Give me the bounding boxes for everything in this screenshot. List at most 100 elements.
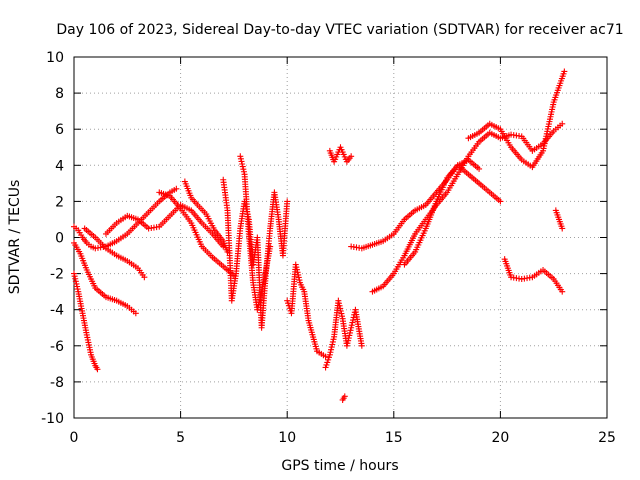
y-tick-label: -6 (50, 339, 64, 355)
y-tick-label: -2 (50, 267, 64, 283)
series-trace-17 (465, 68, 568, 171)
data-point (74, 286, 81, 293)
data-point (73, 280, 80, 287)
y-tick-label: 0 (55, 231, 64, 247)
series-trace-16 (401, 162, 504, 268)
y-tick-labels: -10 -8 -6 -4 -2 0 2 4 6 8 10 (41, 50, 64, 427)
data-point (335, 300, 342, 307)
data-point (292, 261, 299, 268)
data-point (295, 274, 302, 281)
data-point (345, 335, 352, 342)
chart-title: Day 106 of 2023, Sidereal Day-to-day VTE… (56, 22, 623, 38)
series-trace-9 (237, 153, 274, 313)
series-trace-10 (284, 261, 329, 360)
data-point (257, 293, 264, 300)
data-point (497, 198, 504, 205)
data-point (74, 283, 81, 290)
data-point (337, 307, 344, 314)
data-point (337, 305, 344, 312)
plot-frame (73, 56, 608, 419)
data-point (295, 271, 302, 278)
data-point (343, 342, 350, 349)
x-axis-label: GPS time / hours (281, 458, 398, 474)
y-tick-label: -8 (50, 375, 64, 391)
data-point (330, 336, 337, 343)
data-point (294, 269, 301, 276)
axis-ticks (73, 56, 608, 419)
data-point (348, 324, 355, 331)
data-point (254, 306, 261, 313)
x-tick-label: 15 (385, 430, 403, 446)
series-trace-7 (181, 178, 231, 255)
data-point (336, 302, 343, 309)
x-tick-labels: 0 5 10 15 20 25 (70, 430, 616, 446)
data-point (267, 243, 274, 250)
data-point (72, 278, 79, 285)
data-point (561, 68, 568, 75)
data-point (559, 288, 566, 295)
x-tick-label: 25 (598, 430, 616, 446)
y-tick-label: 6 (55, 122, 64, 138)
y-tick-label: 8 (55, 86, 64, 102)
data-point (322, 353, 329, 360)
data-point (339, 313, 346, 320)
data-point (237, 153, 244, 160)
data-point (559, 120, 566, 127)
data-point (72, 275, 79, 282)
data-point (345, 337, 352, 344)
series-trace-5 (102, 202, 227, 250)
series-trace-11 (322, 297, 365, 371)
data-point (346, 329, 353, 336)
data-point (328, 346, 335, 353)
data-point (238, 158, 245, 165)
data-point (349, 319, 356, 326)
series-trace-19 (552, 207, 566, 232)
x-tick-label: 20 (491, 430, 509, 446)
data-point (71, 270, 77, 277)
y-tick-label: 10 (46, 50, 64, 66)
data-point (173, 185, 180, 192)
data-point (240, 168, 247, 175)
data-point (341, 393, 348, 400)
data-point (348, 322, 355, 329)
data-point (94, 366, 101, 373)
data-point (347, 327, 354, 334)
data-point (293, 266, 300, 273)
series-trace-2 (71, 239, 139, 317)
data-point (256, 296, 263, 303)
data-point (284, 198, 291, 205)
data-point (239, 161, 246, 168)
data-points (71, 68, 568, 403)
data-point (255, 301, 262, 308)
data-point (329, 341, 336, 348)
data-point (237, 155, 244, 162)
y-axis-label: SDTVAR / TECUs (7, 180, 23, 295)
data-point (348, 153, 355, 160)
data-point (335, 297, 342, 304)
data-point (239, 163, 246, 170)
data-point (328, 344, 335, 351)
data-point (559, 225, 566, 232)
x-tick-label: 5 (176, 430, 185, 446)
x-tick-label: 10 (278, 430, 296, 446)
data-point (254, 304, 261, 311)
series-trace-18 (501, 256, 566, 295)
data-point (326, 351, 333, 358)
y-tick-label: 2 (55, 194, 64, 210)
data-point (329, 338, 336, 345)
data-point (346, 332, 353, 339)
series-trace-4 (81, 225, 148, 281)
series-trace-8 (220, 176, 291, 331)
data-point (344, 340, 351, 347)
series-trace-13 (339, 393, 348, 403)
data-point (293, 264, 300, 271)
data-point (349, 317, 356, 324)
series-trace-12 (326, 144, 355, 165)
y-tick-label: -4 (50, 303, 64, 319)
x-tick-label: 0 (70, 430, 79, 446)
data-point (327, 349, 334, 356)
data-point (296, 277, 303, 284)
data-point (132, 310, 139, 317)
data-point (240, 166, 247, 173)
